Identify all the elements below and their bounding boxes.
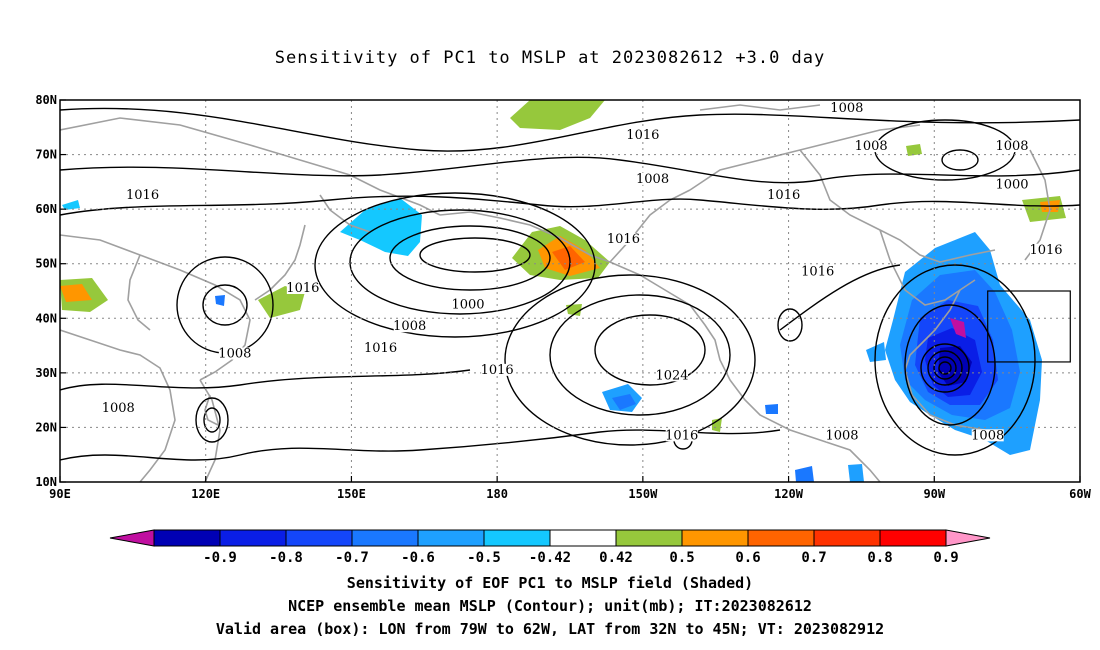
contour-label: 1008 [995,139,1028,154]
contour-label-bg [626,129,659,142]
contour-label-bg [767,189,800,202]
contour-label-bg [286,282,319,294]
colorbar-swatch [351,529,419,547]
y-tick-label: 70N [35,148,57,162]
contour-label: 1008 [971,428,1004,443]
colorbar-label: 0.6 [735,550,760,566]
contour-labels: 1008 1008 1016 1008 1008 1016 1000 1016 1000 1016… [102,101,1063,443]
mslp-contours [60,107,1080,461]
page-title: Sensitivity of PC1 to MSLP at 2023082612… [274,48,826,68]
contour-label: 1008 [636,172,669,187]
axis-ticks: 90E 120E 150E 180 150W 120W 90W 60W 10N 20N 30N 40N… [35,93,1091,501]
colorbar-label: 0.42 [599,550,633,566]
y-tick-label: 30N [35,366,57,380]
contour-label: 1016 [626,128,659,143]
contour-label: 1016 [665,428,698,443]
contour-label: 1016 [801,265,834,280]
coastlines [60,104,1051,482]
x-tick-label: 180 [486,487,508,501]
colorbar-swatch [153,529,221,547]
y-tick-label: 50N [35,257,57,271]
colorbar: -0.9 -0.8 -0.7 -0.6 -0.5 -0.42 0.42 0.5 0.6 0.7 0.… [109,529,991,566]
colorbar-swatch [483,529,551,547]
contour-label-bg [126,189,159,202]
contour-label-bg [996,140,1028,153]
contour-label: 1008 [855,139,888,154]
colorbar-swatch [813,529,881,547]
contour-label: 1016 [767,188,800,203]
colorbar-swatch [285,529,353,547]
x-tick-label: 120W [774,487,804,501]
footer-line-3: Valid area (box): LON from 79W to 62W, L… [215,620,885,638]
x-tick-label: 90W [923,487,945,501]
contour-label: 1016 [364,341,397,356]
y-tick-label: 20N [35,420,57,434]
contour-label: 1016 [481,363,514,378]
colorbar-swatch [615,529,683,547]
y-tick-label: 10N [35,475,57,489]
contour-label-bg [996,178,1028,191]
contour-label-bg [364,342,397,355]
contour-label: 1016 [607,232,640,247]
colorbar-swatch [219,529,287,547]
contour-label-bg [665,429,698,442]
x-tick-label: 150E [337,487,366,501]
colorbar-swatch [879,529,947,547]
contour-label-bg [826,429,858,442]
colorbar-label: -0.7 [335,550,369,566]
contour-label: 1008 [218,346,251,361]
contour-label-bg [481,363,514,376]
contour-label-bg [452,298,484,311]
contour-label: 1016 [286,281,319,296]
contour-label-bg [855,140,888,153]
contour-label: 1016 [1029,243,1062,258]
colorbar-label: -0.9 [203,550,237,566]
contour-label-bg [102,402,135,415]
contour-label-bg [656,369,688,382]
colorbar-end-high [945,529,991,547]
contour-label-bg [801,265,834,278]
colorbar-swatch [681,529,749,547]
colorbar-label: 0.7 [801,550,826,566]
contour-label: 1008 [102,401,135,416]
map-frame [59,99,1081,483]
colorbar-end-low [109,529,155,547]
colorbar-label: -0.6 [401,550,435,566]
valid-area-box [987,290,1071,363]
x-tick-label: 150W [628,487,658,501]
colorbar-swatch [417,529,485,547]
contour-label-bg [971,429,1004,442]
colorbar-swatch [747,529,815,547]
contour-label-bg [830,101,863,114]
contour-label: 1008 [830,101,863,116]
colorbar-label: 0.8 [867,550,892,566]
contour-label: 1008 [393,319,426,334]
x-tick-label: 60W [1069,487,1091,501]
contour-label-bg [393,320,426,333]
colorbar-swatch [549,529,617,547]
footer-line-1: Sensitivity of EOF PC1 to MSLP field (Sh… [346,574,754,592]
contour-label: 1016 [126,188,159,203]
contour-label: 1000 [995,177,1028,192]
y-tick-label: 80N [35,93,57,107]
y-tick-label: 60N [35,202,57,216]
contour-label-bg [218,347,251,360]
contour-label: 1008 [825,428,858,443]
y-tick-label: 40N [35,311,57,325]
x-tick-label: 120E [191,487,220,501]
colorbar-label: -0.8 [269,550,303,566]
colorbar-label: 0.5 [669,550,694,566]
colorbar-label: -0.42 [529,550,571,566]
map-grid [60,100,1080,482]
footer-line-2: NCEP ensemble mean MSLP (Contour); unit(… [288,597,812,615]
contour-label: 1024 [655,368,688,383]
colorbar-label: 0.9 [933,550,958,566]
colorbar-label: -0.5 [467,550,501,566]
contour-label: 1000 [451,297,484,312]
contour-label-bg [1030,243,1062,256]
contour-label-bg [607,232,640,245]
x-tick-label: 90E [49,487,71,501]
contour-label-bg [636,172,669,185]
